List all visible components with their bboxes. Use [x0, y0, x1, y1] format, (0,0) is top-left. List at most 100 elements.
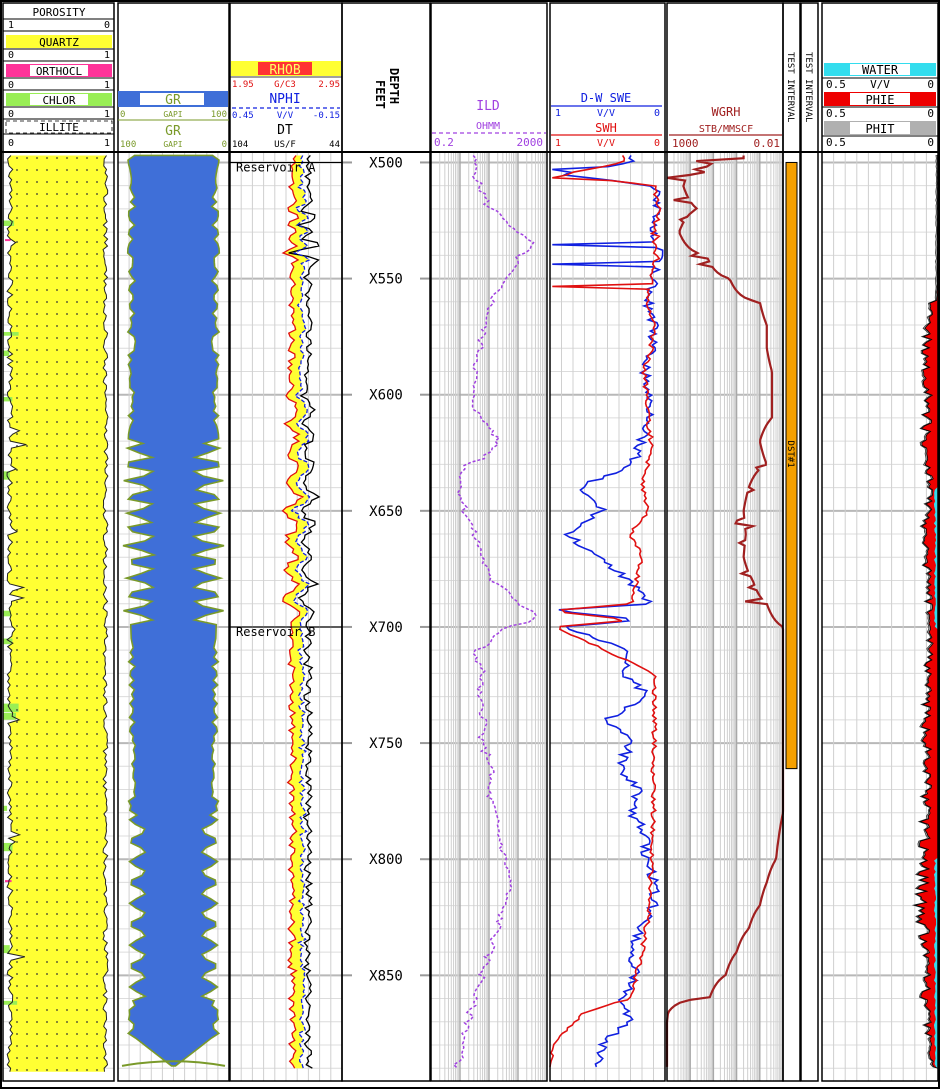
quartz-dot: [86, 589, 88, 591]
quartz-dot: [36, 865, 38, 867]
quartz-dot: [66, 421, 68, 423]
quartz-dot: [46, 589, 48, 591]
quartz-dot: [96, 481, 98, 483]
depth-unit: FEET: [373, 80, 387, 109]
quartz-dot: [86, 613, 88, 615]
swh-unit: V/V: [597, 138, 615, 149]
quartz-dot: [36, 241, 38, 243]
quartz-dot: [46, 241, 48, 243]
wgrh-right: 0.01: [754, 137, 781, 150]
quartz-dot: [26, 709, 28, 711]
quartz-dot: [66, 589, 68, 591]
quartz-dot: [56, 601, 58, 603]
quartz-dot: [56, 217, 58, 219]
quartz-dot: [86, 817, 88, 819]
wgrh-label: WGRH: [712, 105, 741, 119]
quartz-dot: [46, 409, 48, 411]
quartz-dot: [66, 709, 68, 711]
quartz-dot: [56, 337, 58, 339]
swh-right: 0: [654, 138, 660, 149]
quartz-dot: [46, 1033, 48, 1035]
quartz-dot: [66, 901, 68, 903]
quartz-dot: [16, 577, 18, 579]
quartz-dot: [66, 817, 68, 819]
quartz-dot: [36, 805, 38, 807]
quartz-dot: [86, 901, 88, 903]
quartz-dot: [46, 949, 48, 951]
quartz-dot: [16, 1045, 18, 1047]
quartz-dot: [96, 373, 98, 375]
quartz-dot: [56, 1021, 58, 1023]
quartz-dot: [36, 193, 38, 195]
quartz-dot: [86, 1057, 88, 1059]
quartz-dot: [56, 949, 58, 951]
test-interval-label-1: TEST INTERVAL: [785, 52, 795, 122]
quartz-dot: [26, 457, 28, 459]
quartz-dot: [56, 301, 58, 303]
quartz-dot: [16, 805, 18, 807]
quartz-dot: [56, 241, 58, 243]
quartz-dot: [76, 637, 78, 639]
quartz-dot: [36, 1045, 38, 1047]
quartz-dot: [96, 1009, 98, 1011]
quartz-dot: [36, 973, 38, 975]
illite-label: ILLITE: [39, 121, 79, 134]
quartz-dot: [86, 301, 88, 303]
quartz-dot: [86, 241, 88, 243]
quartz-dot: [26, 625, 28, 627]
water-right: 0: [927, 78, 934, 91]
gr-label-bg: [140, 93, 204, 105]
quartz-dot: [96, 541, 98, 543]
quartz-dot: [26, 793, 28, 795]
quartz-dot: [36, 913, 38, 915]
swe-label: D-W SWE: [581, 91, 632, 105]
quartz-dot: [56, 1069, 58, 1071]
quartz-dot: [56, 745, 58, 747]
quartz-dot: [26, 373, 28, 375]
quartz-dot: [26, 277, 28, 279]
quartz-dot: [36, 313, 38, 315]
quartz-dot: [56, 277, 58, 279]
chlor-fill: [3, 638, 13, 645]
quartz-dot: [26, 601, 28, 603]
water-label: WATER: [862, 63, 899, 77]
quartz-dot: [66, 745, 68, 747]
quartz-dot: [86, 649, 88, 651]
quartz-dot: [96, 961, 98, 963]
quartz-dot: [46, 853, 48, 855]
quartz-dot: [26, 661, 28, 663]
quartz-dot: [76, 433, 78, 435]
chlor-label: CHLOR: [42, 94, 75, 107]
water-unit: V/V: [870, 78, 890, 91]
crossover-fill: [282, 155, 310, 1069]
quartz-dot: [26, 349, 28, 351]
quartz-dot: [46, 841, 48, 843]
quartz-dot: [36, 409, 38, 411]
quartz-dot: [36, 217, 38, 219]
quartz-dot: [46, 529, 48, 531]
quartz-dot: [46, 913, 48, 915]
quartz-dot: [16, 949, 18, 951]
quartz-dot: [66, 193, 68, 195]
quartz-dot: [86, 733, 88, 735]
quartz-dot: [56, 985, 58, 987]
swe-left: 1: [555, 108, 561, 119]
quartz-dot: [86, 433, 88, 435]
quartz-dot: [36, 1033, 38, 1035]
quartz-dot: [76, 325, 78, 327]
quartz-dot: [26, 1045, 28, 1047]
quartz-dot: [16, 829, 18, 831]
quartz-dot: [76, 793, 78, 795]
quartz-dot: [66, 1069, 68, 1071]
quartz-dot: [96, 913, 98, 915]
quartz-dot: [56, 901, 58, 903]
nphi-label: NPHI: [269, 92, 300, 107]
quartz-dot: [76, 1045, 78, 1047]
quartz-dot: [96, 445, 98, 447]
quartz-dot: [56, 385, 58, 387]
gr-fill: [122, 154, 225, 1067]
quartz-dot: [96, 661, 98, 663]
quartz-dot: [46, 733, 48, 735]
quartz-dot: [56, 265, 58, 267]
quartz-dot: [26, 949, 28, 951]
